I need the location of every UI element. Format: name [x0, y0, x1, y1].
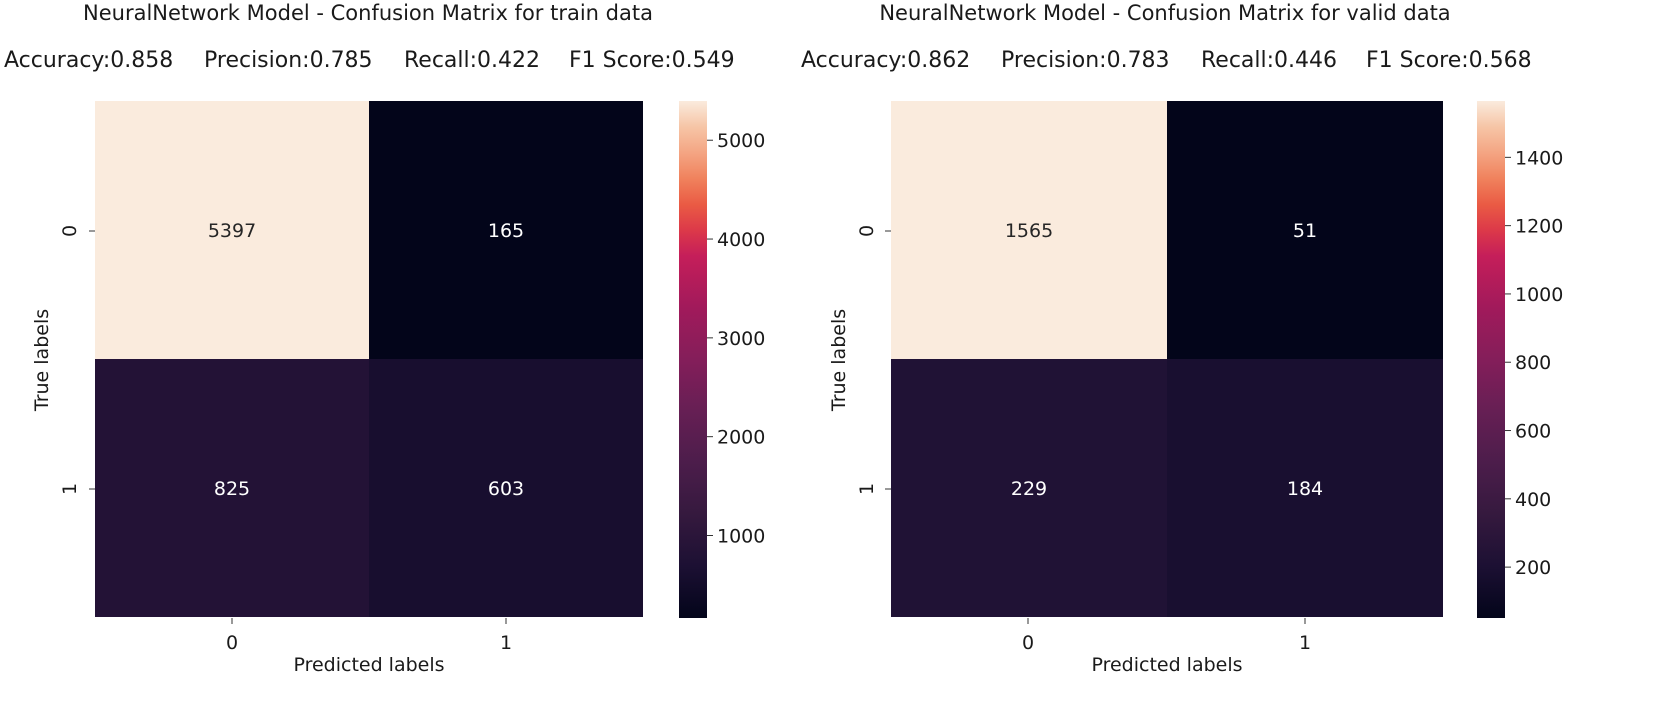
valid-colorbar-tick-label: 200 — [1515, 557, 1551, 579]
train-f1-score: F1 Score:0.549 — [569, 48, 735, 73]
train-cell-label-1-0: 825 — [214, 478, 250, 500]
valid-f1-score: F1 Score:0.568 — [1366, 48, 1532, 73]
train-colorbar-ticks: 1000 2000 3000 4000 5000 — [707, 130, 765, 547]
train-cell-label-0-1: 165 — [488, 220, 524, 242]
valid-confusion-matrix-panel: NeuralNetwork Model - Confusion Matrix f… — [801, 1, 1563, 676]
valid-colorbar-tick-label: 600 — [1515, 421, 1551, 443]
valid-colorbar — [1477, 101, 1505, 618]
train-cell-label-0-0: 5397 — [208, 220, 256, 242]
train-axis-ticks: 0 1 0 1 — [59, 225, 512, 654]
valid-colorbar-tick-label: 1200 — [1515, 216, 1563, 238]
valid-cell-1-0 — [891, 359, 1167, 617]
train-cell-0-0 — [95, 101, 369, 359]
train-colorbar-tick-label: 3000 — [717, 328, 765, 350]
train-y-axis-label: True labels — [31, 309, 53, 412]
valid-precision: Precision:0.783 — [1001, 48, 1170, 73]
train-heatmap-cells: 5397 165 825 603 — [95, 101, 643, 617]
train-colorbar — [679, 101, 707, 618]
train-x-tick-1: 1 — [500, 632, 512, 654]
train-cell-1-0 — [95, 359, 369, 617]
train-chart-title: NeuralNetwork Model - Confusion Matrix f… — [83, 1, 653, 25]
valid-y-axis-label: True labels — [828, 309, 850, 412]
train-recall: Recall:0.422 — [404, 48, 540, 73]
train-y-tick-1: 1 — [59, 483, 81, 495]
train-colorbar-tick-label: 5000 — [717, 130, 765, 152]
train-cell-label-1-1: 603 — [488, 478, 524, 500]
valid-colorbar-tick-label: 400 — [1515, 489, 1551, 511]
valid-cell-label-0-1: 51 — [1293, 220, 1317, 242]
train-accuracy: Accuracy:0.858 — [4, 48, 173, 73]
valid-heatmap-cells: 1565 51 229 184 — [891, 101, 1443, 617]
valid-colorbar-tick-label: 1000 — [1515, 284, 1563, 306]
valid-colorbar-ticks: 200 400 600 800 1000 1200 1400 — [1505, 147, 1563, 579]
train-cell-0-1 — [369, 101, 643, 359]
train-cell-1-1 — [369, 359, 643, 617]
valid-cell-0-0 — [891, 101, 1167, 359]
valid-recall: Recall:0.446 — [1201, 48, 1337, 73]
valid-cell-1-1 — [1167, 359, 1443, 617]
train-precision: Precision:0.785 — [204, 48, 373, 73]
valid-y-tick-1: 1 — [856, 483, 878, 495]
train-y-tick-0: 0 — [59, 225, 81, 237]
train-colorbar-tick-label: 2000 — [717, 427, 765, 449]
train-colorbar-tick-label: 1000 — [717, 525, 765, 547]
valid-metrics: Accuracy:0.862 Precision:0.783 Recall:0.… — [801, 48, 1532, 73]
valid-accuracy: Accuracy:0.862 — [801, 48, 970, 73]
valid-colorbar-tick-label: 800 — [1515, 352, 1551, 374]
valid-cell-label-1-1: 184 — [1287, 478, 1323, 500]
valid-x-tick-0: 0 — [1022, 632, 1034, 654]
train-colorbar-tick-label: 4000 — [717, 229, 765, 251]
valid-x-tick-1: 1 — [1299, 632, 1311, 654]
valid-y-tick-0: 0 — [856, 225, 878, 237]
valid-axis-ticks: 0 1 0 1 — [856, 225, 1311, 654]
valid-x-axis-label: Predicted labels — [1091, 654, 1242, 676]
train-confusion-matrix-panel: NeuralNetwork Model - Confusion Matrix f… — [4, 1, 765, 676]
train-x-axis-label: Predicted labels — [293, 654, 444, 676]
train-metrics: Accuracy:0.858 Precision:0.785 Recall:0.… — [4, 48, 735, 73]
valid-colorbar-tick-label: 1400 — [1515, 147, 1563, 169]
valid-cell-0-1 — [1167, 101, 1443, 359]
valid-chart-title: NeuralNetwork Model - Confusion Matrix f… — [879, 1, 1450, 25]
valid-cell-label-0-0: 1565 — [1005, 220, 1053, 242]
valid-cell-label-1-0: 229 — [1011, 478, 1047, 500]
train-x-tick-0: 0 — [226, 632, 238, 654]
